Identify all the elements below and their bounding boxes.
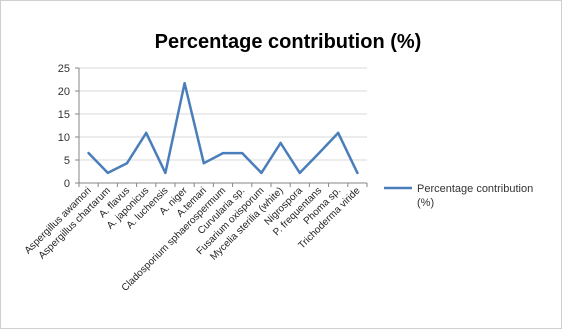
data-point (260, 171, 263, 175)
data-point (125, 162, 129, 165)
data-point (106, 171, 110, 175)
data-point (183, 81, 186, 85)
data-point (337, 131, 340, 135)
data-point (164, 171, 167, 175)
y-tick-label: 5 (64, 155, 70, 167)
legend: Percentage contribution (%) (384, 183, 533, 209)
y-tick-label: 10 (58, 132, 70, 144)
y-tick-label: 20 (58, 86, 70, 98)
data-point (298, 171, 301, 175)
y-axis: 0 5 10 15 20 25 (58, 63, 80, 190)
data-point (279, 141, 282, 145)
data-point (87, 151, 90, 155)
y-tick-label: 15 (58, 109, 70, 121)
data-point (356, 171, 359, 175)
y-tick-label: 25 (58, 63, 70, 75)
legend-label-line-1: Percentage contribution (417, 183, 533, 195)
gridlines (79, 67, 367, 161)
data-point (145, 131, 148, 135)
series-line (87, 81, 359, 175)
data-point (241, 151, 244, 155)
chart-title: Percentage contribution (%) (155, 31, 422, 53)
y-tick-label: 0 (64, 178, 70, 190)
data-point (317, 151, 321, 155)
data-point (221, 151, 225, 155)
data-point (202, 162, 205, 165)
legend-label-line-2: (%) (417, 197, 434, 209)
data-series (87, 81, 359, 175)
